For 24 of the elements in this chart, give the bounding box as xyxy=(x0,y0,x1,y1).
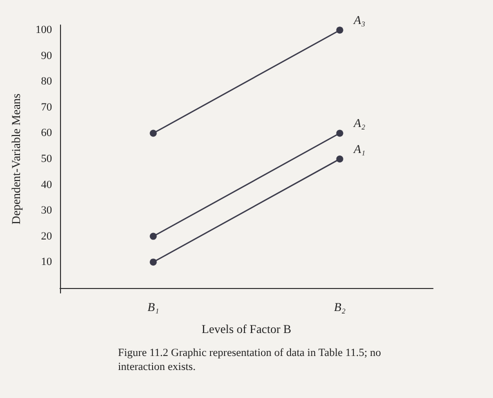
series-label: A₃ xyxy=(352,13,366,28)
series-label: A₁ xyxy=(352,142,366,156)
point xyxy=(336,156,344,162)
point xyxy=(336,26,344,34)
series-label: A₂ xyxy=(352,116,366,130)
y-tick-label: 10 xyxy=(41,256,52,268)
y-tick-label: 30 xyxy=(41,204,52,217)
point xyxy=(150,232,157,240)
y-tick-label: 20 xyxy=(41,230,52,242)
y-tick-label: 60 xyxy=(41,127,52,140)
point xyxy=(336,130,344,137)
y-axis-title: Dependent-Variable Means xyxy=(9,93,23,224)
point xyxy=(150,258,157,266)
point xyxy=(150,130,157,137)
y-tick-label: 100 xyxy=(36,24,52,36)
x-tick-label: B₁ xyxy=(147,300,160,314)
y-tick-label: 90 xyxy=(41,50,52,62)
caption: Figure 11.2 Graphic representation of data in Table 11.5; no interaction exists. xyxy=(118,346,382,374)
x-axis-title: Levels of Factor B xyxy=(202,322,292,336)
y-tick-label: 80 xyxy=(41,76,52,88)
y-tick-label: 50 xyxy=(41,153,52,165)
y-tick-label: 40 xyxy=(41,178,52,191)
y-tick-label: 70 xyxy=(41,101,52,114)
x-tick-label: B₂ xyxy=(334,300,346,314)
